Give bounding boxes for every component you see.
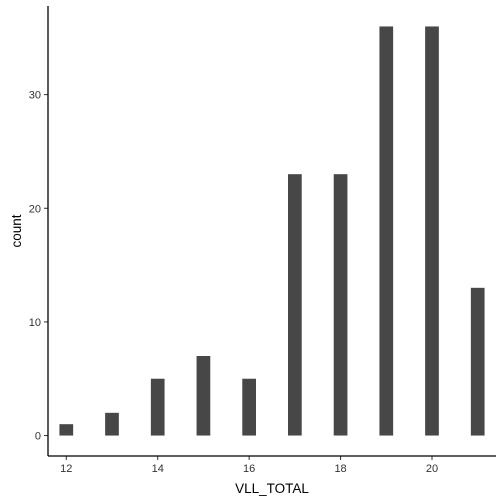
x-tick-label-16: 16 <box>243 463 255 475</box>
bar-13 <box>105 412 119 436</box>
y-tick-label-0: 0 <box>35 431 41 443</box>
y-axis-title: count <box>9 214 24 247</box>
x-axis-title: VLL_TOTAL <box>235 481 309 496</box>
bar-20 <box>425 26 439 436</box>
x-tick-label-14: 14 <box>152 463 164 475</box>
bar-14 <box>150 378 165 436</box>
x-tick-label-12: 12 <box>60 463 72 475</box>
y-tick-label-20: 20 <box>29 203 41 215</box>
bar-21 <box>470 287 485 436</box>
x-axis-ticks: 12 14 16 18 20 <box>60 456 438 475</box>
bar-16 <box>242 378 256 436</box>
bar-17 <box>288 174 302 436</box>
y-tick-label-10: 10 <box>29 317 41 329</box>
x-tick-label-18: 18 <box>334 463 346 475</box>
y-tick-label-30: 30 <box>29 90 41 102</box>
bar-19 <box>379 26 394 436</box>
bar-15 <box>196 356 211 436</box>
bar-18 <box>333 174 348 436</box>
x-tick-label-20: 20 <box>426 463 438 475</box>
bar-layer <box>59 26 485 436</box>
bar-12 <box>59 424 74 436</box>
y-axis-ticks: 0 10 20 30 <box>29 90 48 443</box>
